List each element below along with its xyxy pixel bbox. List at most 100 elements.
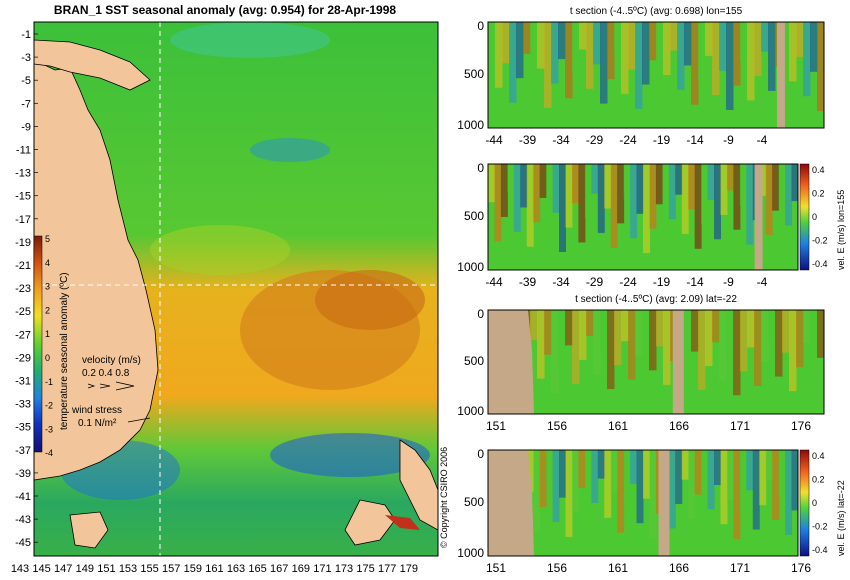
section-x-tick: -39 [519,133,537,147]
map-y-tick: -3 [21,52,31,64]
section-y-tick: 1000 [457,260,484,274]
velocity-colorbar-tick: 0 [812,212,817,222]
section-x-tick: 156 [547,561,567,575]
map-x-tick: 145 [32,563,50,575]
map-x-tick: 155 [140,563,158,575]
section-y-tick: 1000 [457,404,484,418]
map-x-tick: 179 [400,563,418,575]
section-y-tick: 0 [477,19,484,33]
section-x-tick: 151 [486,561,506,575]
section-y-tick: 500 [464,67,484,81]
colorbar-tick: 4 [45,258,50,268]
section-x-tick: -44 [485,133,503,147]
map-y-tick: -7 [21,98,31,110]
velocity-colorbar [799,449,810,557]
section-x-tick: 161 [608,561,628,575]
section-x-tick: 171 [730,561,750,575]
section-y-tick: 500 [464,354,484,368]
section-x-tick: 166 [669,561,689,575]
section-x-tick: -9 [723,275,734,289]
map-x-tick: 173 [335,563,353,575]
map-y-tick: -23 [15,283,31,295]
section-x-tick: 176 [791,419,811,433]
section-x-tick: -39 [519,275,537,289]
section-x-tick: 156 [547,419,567,433]
map-x-tick: 151 [97,563,115,575]
velocity-colorbar-label: vel. E (m/s) lat=-22 [836,480,846,556]
section-y-tick: 0 [477,161,484,175]
velocity-colorbar-tick: 0.2 [812,475,825,485]
section-y-tick: 500 [464,209,484,223]
section-panel-title: t section (-4..5ºC) (avg: 2.09) lat=-22 [575,294,737,305]
colorbar-tick: 2 [45,305,50,315]
section-x-tick: -34 [552,133,570,147]
map-x-tick: 175 [356,563,374,575]
section-x-tick: -34 [552,275,570,289]
map-y-tick: -1 [21,29,31,41]
map-y-tick: -29 [15,352,31,364]
section-y-tick: 0 [477,307,484,321]
colorbar-tick: 1 [45,329,50,339]
section-panel-2: 0 500 1000-44 -39 -34 -29 -24 -19 -14 -9 -4 0.4 0.2 0… [457,161,846,289]
map-y-tick: -33 [15,399,31,411]
australia-land [33,59,159,481]
section-panel-1: t section (-4..5ºC) (avg: 0.698) lon=155… [457,6,825,147]
map-y-tick: -5 [21,75,31,87]
velocity-legend-label: velocity (m/s) [82,355,141,366]
colorbar-tick: -4 [45,448,53,458]
section-x-tick: -9 [723,133,734,147]
colorbar-label: temperature seasonal anomaly (ºC) [59,272,70,430]
velocity-colorbar-tick: 0.2 [812,189,825,199]
map-title: BRAN_1 SST seasonal anomaly (avg: 0.954)… [54,3,396,17]
map-x-tick: 157 [162,563,180,575]
map-y-tick: -25 [15,306,31,318]
velocity-colorbar-tick: 0.4 [812,451,825,461]
map-x-tick: 143 [11,563,29,575]
papua-new-guinea-land [33,39,151,91]
section-x-tick: 161 [608,419,628,433]
section-panel-title: t section (-4..5ºC) (avg: 0.698) lon=155 [570,6,743,17]
sst-anomaly-map [33,21,439,557]
wind-stress-legend-scale: 0.1 N/m² [78,418,117,429]
section-panels: t section (-4..5ºC) (avg: 0.698) lon=155… [457,6,846,575]
velocity-colorbar-tick: -0.4 [812,545,828,555]
section-x-tick: 171 [730,419,750,433]
section-panel-3: t section (-4..5ºC) (avg: 2.09) lat=-22 0… [457,294,825,433]
section-x-tick: -14 [686,133,704,147]
velocity-colorbar-label: vel. E (m/s) lon=155 [836,190,846,270]
copyright-notice: © Copyright CSIRO 2006 [439,447,449,548]
colorbar-tick: 3 [45,282,50,292]
section-x-tick: -19 [653,133,671,147]
section-x-tick: -44 [485,275,503,289]
map-y-tick: -37 [15,445,31,457]
map-x-tick: 159 [184,563,202,575]
map-x-tick: 149 [76,563,94,575]
section-x-tick: -4 [757,133,768,147]
map-y-tick: -13 [15,168,31,180]
sst-colorbar [33,235,43,453]
map-y-tick: -41 [15,491,31,503]
map-y-tick: -9 [21,121,31,133]
colorbar-tick: -1 [45,377,53,387]
map-y-tick: -27 [15,329,31,341]
map-y-tick: -15 [15,191,31,203]
map-x-tick: 147 [54,563,72,575]
section-x-tick: 176 [791,561,811,575]
tasmania-land [69,511,109,549]
map-y-tick: -43 [15,514,31,526]
section-x-tick: -29 [586,275,604,289]
map-x-tick: 165 [248,563,266,575]
map-x-tick: 177 [378,563,396,575]
velocity-colorbar-tick: -0.4 [812,259,828,269]
section-x-tick: 151 [486,419,506,433]
map-x-tick-labels: 143 145 147 149 151 153 155 157 159 161 163 165 167 1… [11,563,418,575]
section-x-tick: -19 [653,275,671,289]
velocity-colorbar-tick: -0.2 [812,522,828,532]
velocity-colorbar-tick: 0 [812,498,817,508]
velocity-colorbar-tick: 0.4 [812,165,825,175]
section-x-tick: -4 [757,275,768,289]
wind-stress-legend-label: wind stress [71,405,122,416]
section-y-tick: 1000 [457,118,484,132]
